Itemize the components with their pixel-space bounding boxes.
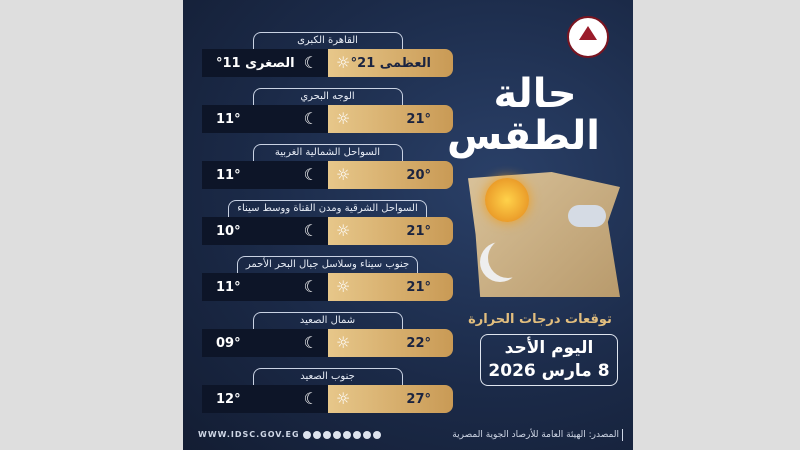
min-temp-section: 11° ☾	[202, 105, 328, 133]
max-temp-section: ☼ 21°	[328, 105, 453, 133]
temperature-bar: 09° ☾ ☼ 22°	[202, 329, 453, 357]
region-name: السواحل الشرقية ومدن القناة ووسط سيناء	[228, 200, 427, 217]
region-row: القاهرة الكبرى الصغرى 11° ☾ ☼ العظمى 21°	[202, 32, 453, 78]
crescent-moon-icon: ☾	[303, 333, 318, 352]
title-line2: الطقس	[446, 113, 600, 159]
max-temp-section: ☼ 22°	[328, 329, 453, 357]
temperature-bar: 12° ☾ ☼ 27°	[202, 385, 453, 413]
sun-icon: ☼	[336, 389, 351, 408]
min-temp-section: 11° ☾	[202, 161, 328, 189]
social-icon[interactable]	[353, 431, 361, 439]
region-name: السواحل الشمالية الغربية	[252, 144, 403, 161]
region-row: شمال الصعيد 09° ☾ ☼ 22°	[202, 312, 453, 358]
temperature-bar: 10° ☾ ☼ 21°	[202, 217, 453, 245]
crescent-moon-icon: ☾	[303, 389, 318, 408]
region-row: الوجه البحري 11° ☾ ☼ 21°	[202, 88, 453, 134]
min-temp: الصغرى 11°	[216, 55, 295, 71]
min-temp: 10°	[216, 223, 241, 239]
sun-icon: ☼	[336, 221, 351, 240]
min-temp: 11°	[216, 167, 241, 183]
forecast-subtitle: توقعات درجات الحرارة	[468, 312, 612, 327]
sun-icon: ☼	[336, 333, 351, 352]
sun-icon: ☼	[336, 165, 351, 184]
social-icons	[303, 431, 381, 439]
sun-icon: ☼	[336, 53, 351, 72]
max-temp: 20°	[406, 167, 431, 183]
max-temp-section: ☼ 21°	[328, 273, 453, 301]
min-temp: 11°	[216, 111, 241, 127]
source-text: المصدر: الهيئة العامة للأرصاد الجوية الم…	[452, 429, 623, 441]
max-temp: 21°	[406, 111, 431, 127]
region-row: السواحل الشمالية الغربية 11° ☾ ☼ 20°	[202, 144, 453, 190]
max-temp: 22°	[406, 335, 431, 351]
temperature-bar: 11° ☾ ☼ 21°	[202, 105, 453, 133]
region-name: الوجه البحري	[252, 88, 403, 105]
temperature-bar: 11° ☾ ☼ 20°	[202, 161, 453, 189]
rain-cloud-icon	[568, 205, 606, 227]
social-icon[interactable]	[303, 431, 311, 439]
max-temp: 27°	[406, 391, 431, 407]
social-icon[interactable]	[323, 431, 331, 439]
crescent-moon-icon: ☾	[303, 221, 318, 240]
crescent-moon-icon: ☾	[303, 277, 318, 296]
crescent-moon-icon	[488, 238, 528, 278]
social-icon[interactable]	[373, 431, 381, 439]
crescent-moon-icon: ☾	[303, 53, 318, 72]
social-icon[interactable]	[363, 431, 371, 439]
crescent-moon-icon: ☾	[303, 109, 318, 128]
min-temp-section: 12° ☾	[202, 385, 328, 413]
logo	[567, 16, 609, 58]
max-temp: 21°	[406, 223, 431, 239]
region-row: السواحل الشرقية ومدن القناة ووسط سيناء 1…	[202, 200, 453, 246]
max-temp-section: ☼ 20°	[328, 161, 453, 189]
max-temp-section: ☼ 27°	[328, 385, 453, 413]
date-box: اليوم الأحد 8 مارس 2026	[480, 334, 618, 386]
min-temp-section: 11° ☾	[202, 273, 328, 301]
title-line1: حالة	[493, 71, 577, 117]
temperature-bar: الصغرى 11° ☾ ☼ العظمى 21°	[202, 49, 453, 77]
social-icon[interactable]	[333, 431, 341, 439]
date-label: 8 مارس 2026	[488, 361, 610, 381]
region-row: جنوب سيناء وسلاسل جبال البحر الأحمر 11° …	[202, 256, 453, 302]
region-name: القاهرة الكبرى	[252, 32, 403, 49]
day-label: اليوم الأحد	[504, 338, 594, 358]
min-temp: 11°	[216, 279, 241, 295]
max-temp: 21°	[406, 279, 431, 295]
min-temp-section: 09° ☾	[202, 329, 328, 357]
region-name: جنوب سيناء وسلاسل جبال البحر الأحمر	[236, 256, 419, 273]
max-temp-section: ☼ 21°	[328, 217, 453, 245]
sun-icon: ☼	[336, 277, 351, 296]
min-temp: 12°	[216, 391, 241, 407]
region-name: شمال الصعيد	[252, 312, 403, 329]
website-link[interactable]: WWW.IDSC.GOV.EG	[198, 430, 300, 439]
sun-icon	[485, 178, 529, 222]
region-row: جنوب الصعيد 12° ☾ ☼ 27°	[202, 368, 453, 414]
max-temp: العظمى 21°	[350, 55, 431, 71]
min-temp: 09°	[216, 335, 241, 351]
temperature-bar: 11° ☾ ☼ 21°	[202, 273, 453, 301]
min-temp-section: الصغرى 11° ☾	[202, 49, 328, 77]
region-name: جنوب الصعيد	[252, 368, 403, 385]
sun-icon: ☼	[336, 109, 351, 128]
social-icon[interactable]	[343, 431, 351, 439]
crescent-moon-icon: ☾	[303, 165, 318, 184]
min-temp-section: 10° ☾	[202, 217, 328, 245]
max-temp-section: ☼ العظمى 21°	[328, 49, 453, 77]
social-icon[interactable]	[313, 431, 321, 439]
